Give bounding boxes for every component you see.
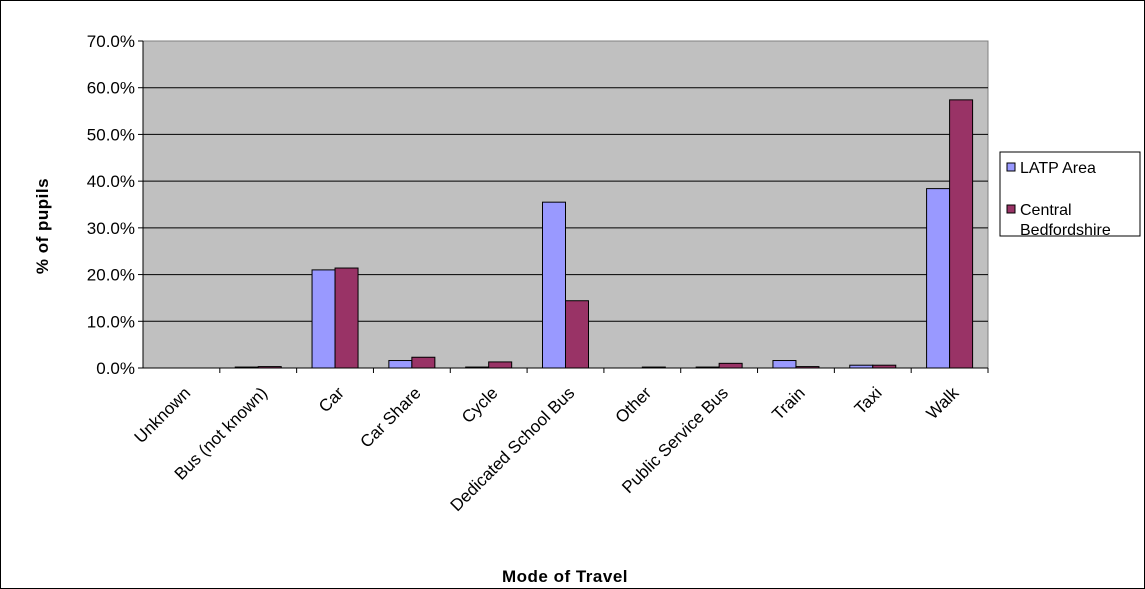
bars	[234, 99, 974, 369]
bar-central-bedfordshire	[795, 366, 820, 369]
y-tick-label: 50.0%	[87, 125, 135, 144]
legend-label: Central	[1020, 202, 1072, 219]
bar-latp-area	[695, 366, 720, 369]
bar-latp-area	[849, 364, 874, 369]
y-tick-label: 0.0%	[96, 359, 135, 378]
y-axis-ticks: 0.0% 10.0% 20.0% 30.0% 40.0% 50.0% 60.0% 70.0%	[87, 32, 143, 378]
bar-latp-area	[311, 269, 336, 369]
y-tick-label: 30.0%	[87, 219, 135, 238]
legend-box	[999, 151, 1141, 237]
bar-latp-area	[772, 360, 797, 369]
legend-swatch	[1006, 204, 1016, 214]
bar-latp-area	[926, 188, 951, 369]
bar-latp-area	[234, 366, 259, 369]
legend-label: LATP Area	[1020, 160, 1096, 177]
y-tick-label: 70.0%	[87, 32, 135, 51]
legend: LATP Area Central Bedfordshire	[999, 151, 1141, 239]
y-tick-label: 20.0%	[87, 266, 135, 285]
bar-latp-area	[388, 360, 413, 369]
bar-central-bedfordshire	[949, 99, 974, 369]
bar-central-bedfordshire	[334, 267, 359, 369]
bar-central-bedfordshire	[565, 300, 589, 369]
bar-central-bedfordshire	[718, 362, 743, 369]
bar-central-bedfordshire	[872, 364, 897, 369]
bar-central-bedfordshire	[411, 356, 436, 369]
y-tick-label: 10.0%	[87, 312, 135, 331]
bar-central-bedfordshire	[488, 361, 513, 369]
bar-central-bedfordshire	[257, 366, 282, 369]
bar-latp-area	[542, 201, 566, 369]
y-tick-label: 60.0%	[87, 79, 135, 98]
x-axis-title: Mode of Travel	[502, 567, 628, 586]
bar-latp-area	[465, 366, 490, 369]
legend-label: Bedfordshire	[1020, 222, 1111, 239]
bar-central-bedfordshire	[641, 366, 666, 369]
legend-swatch	[1006, 162, 1016, 172]
y-axis-title: % of pupils	[33, 178, 52, 274]
y-tick-label: 40.0%	[87, 172, 135, 191]
